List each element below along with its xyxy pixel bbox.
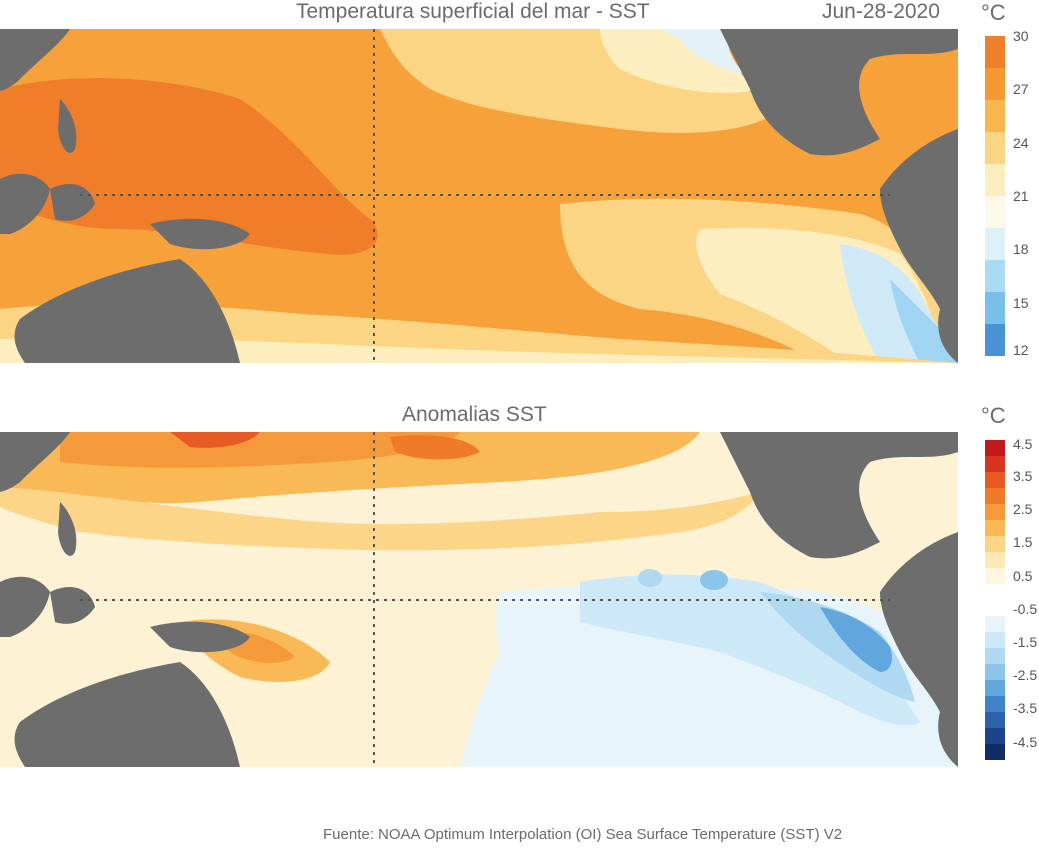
- colorbar-tick-label: -3.5: [1013, 700, 1038, 716]
- colorbar-swatch: [985, 228, 1005, 260]
- anomaly-unit-label: °C: [981, 403, 1006, 428]
- colorbar-swatch: [985, 648, 1005, 664]
- colorbar-tick-label: 18: [1013, 241, 1029, 257]
- colorbar-swatch: [985, 744, 1005, 760]
- colorbar-swatch: [985, 568, 1005, 584]
- colorbar-tick-label: 4.5: [1013, 436, 1033, 452]
- anomaly-colorbar: [985, 440, 1005, 760]
- colorbar-swatch: [985, 440, 1005, 456]
- colorbar-tick-label: 0.5: [1013, 568, 1033, 584]
- colorbar-swatch: [985, 68, 1005, 100]
- colorbar-tick-label: -0.5: [1013, 601, 1038, 617]
- colorbar-swatch: [985, 504, 1005, 520]
- colorbar-swatch: [985, 196, 1005, 228]
- colorbar-swatch: [985, 536, 1005, 552]
- colorbar-tick-label: 24: [1013, 135, 1029, 151]
- colorbar-tick-label: -2.5: [1013, 667, 1038, 683]
- sst-unit-label: °C: [981, 0, 1006, 25]
- colorbar-swatch: [985, 616, 1005, 632]
- colorbar-swatch: [985, 456, 1005, 472]
- colorbar-tick-label: 1.5: [1013, 534, 1033, 550]
- colorbar-tick-label: 21: [1013, 188, 1029, 204]
- colorbar-swatch: [985, 132, 1005, 164]
- colorbar-swatch: [985, 520, 1005, 536]
- sst-date: Jun-28-2020: [822, 0, 940, 23]
- colorbar-swatch: [985, 260, 1005, 292]
- colorbar-swatch: [985, 292, 1005, 324]
- colorbar-tick-label: 15: [1013, 295, 1029, 311]
- colorbar-swatch: [985, 632, 1005, 648]
- colorbar-swatch: [985, 712, 1005, 728]
- colorbar-swatch: [985, 36, 1005, 68]
- anomaly-map: [0, 432, 958, 767]
- colorbar-swatch: [985, 100, 1005, 132]
- colorbar-swatch: [985, 680, 1005, 696]
- colorbar-swatch: [985, 600, 1005, 616]
- colorbar-swatch: [985, 696, 1005, 712]
- sst-colorbar: [985, 36, 1005, 356]
- sst-title: Temperatura superficial del mar - SST: [296, 0, 650, 23]
- colorbar-tick-label: 30: [1013, 28, 1029, 44]
- colorbar-swatch: [985, 552, 1005, 568]
- sst-map: [0, 29, 958, 363]
- colorbar-swatch: [985, 728, 1005, 744]
- colorbar-tick-label: -4.5: [1013, 734, 1038, 750]
- colorbar-swatch: [985, 472, 1005, 488]
- colorbar-swatch: [985, 488, 1005, 504]
- colorbar-tick-label: -1.5: [1013, 634, 1038, 650]
- colorbar-tick-label: 27: [1013, 81, 1029, 97]
- colorbar-tick-label: 3.5: [1013, 468, 1033, 484]
- source-footer: Fuente: NOAA Optimum Interpolation (OI) …: [323, 826, 843, 843]
- colorbar-swatch: [985, 164, 1005, 196]
- colorbar-tick-label: 2.5: [1013, 501, 1033, 517]
- colorbar-swatch: [985, 664, 1005, 680]
- colorbar-tick-label: 12: [1013, 342, 1029, 358]
- colorbar-swatch: [985, 584, 1005, 600]
- colorbar-swatch: [985, 324, 1005, 356]
- anomaly-title: Anomalias SST: [402, 403, 547, 426]
